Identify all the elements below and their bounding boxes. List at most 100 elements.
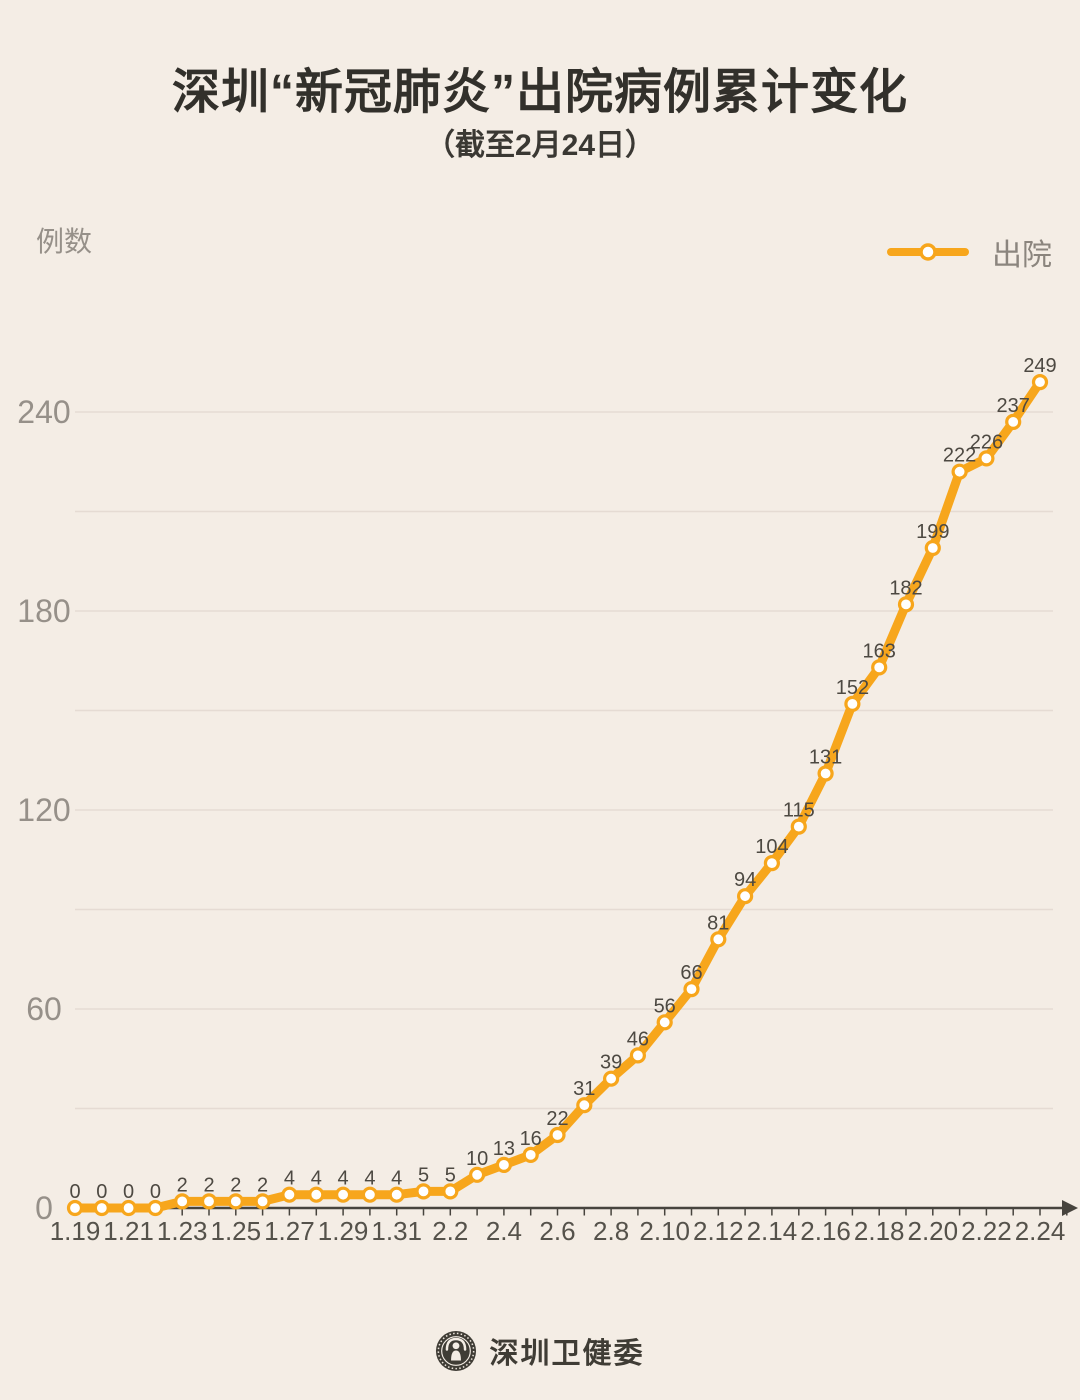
x-tick-label: 1.31 [371,1216,422,1246]
x-tick-label: 2.2 [432,1216,468,1246]
y-tick-label: 60 [26,991,62,1027]
data-point-label: 104 [755,836,788,858]
data-point-marker [415,1183,432,1200]
data-point-marker [308,1186,325,1203]
data-point-label: 4 [338,1168,349,1190]
data-point-marker [951,463,968,480]
data-point-label: 5 [445,1164,456,1186]
legend-line-marker-icon [887,243,969,261]
data-point-marker [1005,413,1022,430]
data-point-marker [978,450,995,467]
data-point-marker [495,1156,512,1174]
data-point-label: 0 [69,1181,80,1203]
data-point-label: 199 [916,521,949,543]
y-tick-label: 0 [35,1190,53,1226]
data-point-marker [871,659,888,676]
data-point-marker [66,1199,84,1217]
data-point-marker [442,1183,459,1200]
x-tick-label: 1.29 [318,1216,369,1246]
szhc-logo-icon [436,1330,477,1372]
data-point-label: 13 [493,1138,515,1160]
data-point-label: 5 [418,1164,429,1186]
data-point-marker [227,1193,244,1210]
data-point-label: 237 [997,395,1030,417]
data-point-marker [522,1146,539,1164]
x-tick-label: 2.20 [907,1216,958,1246]
x-tick-label: 2.10 [639,1216,690,1246]
data-point-label: 152 [836,677,869,699]
data-point-marker [817,765,834,782]
data-point-label: 226 [970,431,1003,453]
data-point-label: 46 [627,1028,649,1050]
axis-arrow-icon [1062,1200,1078,1216]
y-tick-label: 120 [17,792,70,828]
x-tick-label: 2.18 [854,1216,905,1246]
data-point-label: 4 [311,1168,322,1190]
data-point-marker [361,1186,378,1203]
data-point-label: 4 [364,1168,375,1190]
data-point-label: 0 [150,1181,161,1203]
data-point-label: 94 [734,869,756,891]
x-tick-label: 2.16 [800,1216,851,1246]
data-point-label: 249 [1023,355,1056,377]
x-tick-label: 1.19 [50,1216,101,1246]
data-point-marker [576,1097,593,1114]
data-point-marker [174,1193,191,1210]
data-point-label: 2 [203,1174,214,1196]
data-point-label: 22 [546,1108,568,1130]
data-point-label: 163 [863,640,896,662]
data-point-marker [844,695,861,713]
data-point-marker [656,1014,673,1031]
data-point-label: 4 [284,1168,295,1190]
data-point-marker [335,1186,352,1203]
data-point-marker [200,1193,218,1210]
x-tick-label: 2.4 [486,1216,522,1246]
data-point-marker [388,1186,405,1203]
data-point-label: 2 [177,1174,188,1196]
data-point-marker [736,888,754,905]
data-point-marker [93,1199,110,1217]
data-point-marker [897,596,915,613]
data-point-marker [281,1186,298,1203]
data-point-label: 56 [654,995,676,1017]
footer: 深圳卫健委 [0,1330,1080,1372]
data-point-label: 2 [230,1174,241,1196]
x-tick-label: 1.25 [210,1216,261,1246]
x-tick-label: 1.27 [264,1216,315,1246]
y-tick-label: 180 [17,593,70,629]
data-point-label: 66 [680,962,702,984]
x-tick-label: 2.22 [961,1216,1012,1246]
data-point-marker [549,1126,566,1144]
x-tick-label: 2.12 [693,1216,744,1246]
data-point-label: 39 [600,1052,622,1074]
x-tick-label: 1.23 [157,1216,208,1246]
data-point-marker [710,931,727,948]
data-point-marker [924,539,941,557]
y-axis-unit-label: 例数 [36,226,93,257]
x-tick-label: 2.6 [539,1216,575,1246]
data-point-label: 182 [889,577,922,599]
data-point-label: 0 [96,1181,107,1203]
series-line [70,377,1045,1213]
data-point-marker [763,854,781,872]
data-point-label: 2 [257,1174,268,1196]
data-point-label: 81 [707,912,729,934]
footer-org-name: 深圳卫健委 [489,1338,645,1370]
data-point-label: 10 [466,1148,488,1170]
data-point-marker [629,1047,647,1064]
data-point-label: 4 [391,1168,402,1190]
data-point-label: 31 [573,1078,595,1100]
data-point-label: 0 [123,1181,134,1203]
data-point-label: 115 [783,800,815,822]
legend-label: 出院 [992,239,1052,272]
data-point-marker [469,1166,486,1183]
data-point-marker [683,980,700,998]
data-point-label: 222 [943,445,976,467]
x-tick-label: 2.8 [593,1216,629,1246]
page-title: 深圳“新冠肺炎”出院病例累计变化 [171,66,908,119]
x-tick-label: 2.14 [747,1216,798,1246]
x-tick-label: 1.21 [103,1216,154,1246]
data-point-label: 131 [809,747,842,769]
